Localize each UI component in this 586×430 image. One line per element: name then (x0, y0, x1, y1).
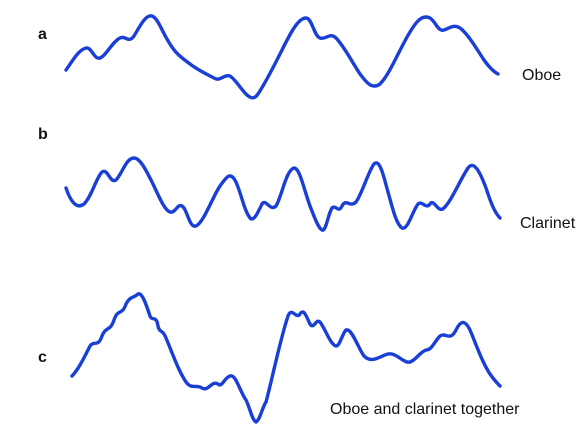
combined-waveform (70, 292, 502, 424)
clarinet-waveform (64, 156, 502, 232)
panel-letter-a: a (38, 26, 47, 43)
panel-a: a Oboe (38, 14, 561, 100)
panel-letter-b: b (38, 126, 48, 143)
label-oboe-and-clarinet: Oboe and clarinet together (330, 401, 520, 418)
panel-letter-c: c (38, 349, 47, 366)
panel-b: b Clarinet (38, 126, 576, 232)
label-clarinet: Clarinet (520, 215, 576, 232)
panel-c: c Oboe and clarinet together (38, 292, 520, 424)
label-oboe: Oboe (522, 67, 561, 84)
oboe-waveform (64, 14, 500, 100)
